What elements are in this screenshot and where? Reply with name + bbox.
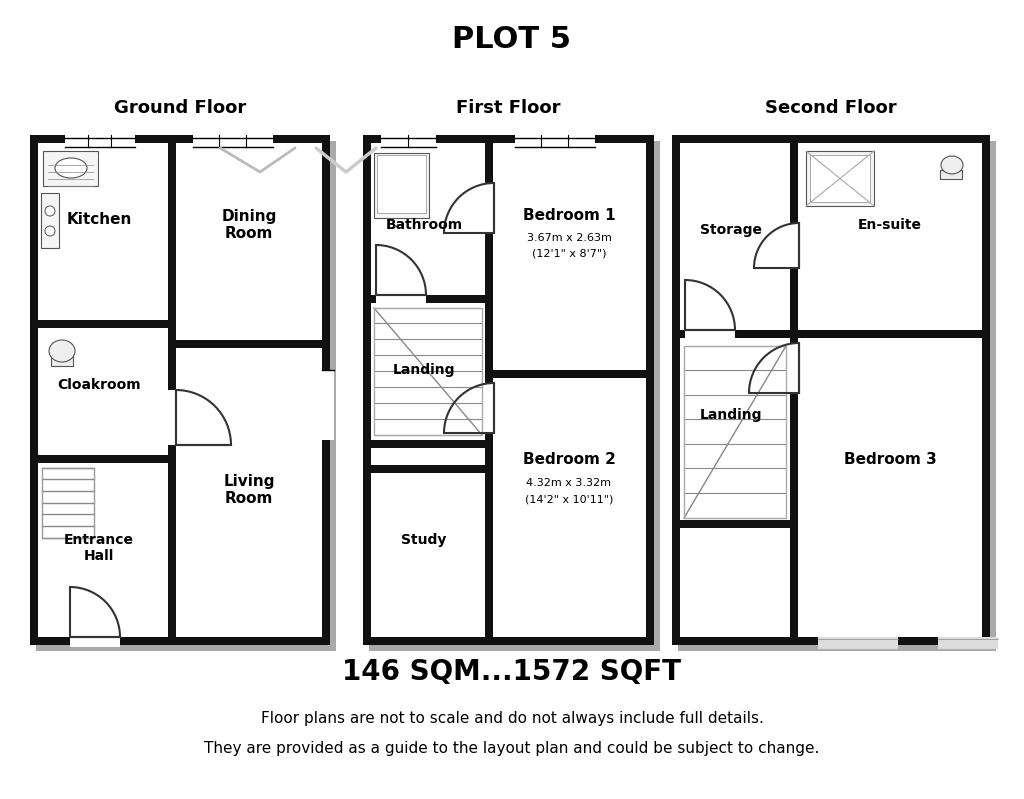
Text: En-suite: En-suite bbox=[858, 218, 922, 232]
Bar bbox=[362, 465, 493, 473]
Bar bbox=[685, 330, 735, 340]
Bar bbox=[43, 151, 98, 186]
Bar bbox=[369, 141, 660, 651]
Text: (14'2" x 10'11"): (14'2" x 10'11") bbox=[525, 494, 613, 504]
Bar bbox=[940, 170, 962, 179]
Bar bbox=[672, 637, 990, 645]
Bar bbox=[70, 637, 120, 647]
Ellipse shape bbox=[941, 156, 963, 174]
Bar bbox=[30, 135, 330, 645]
Text: Storage: Storage bbox=[700, 223, 762, 237]
Bar bbox=[168, 135, 176, 645]
Bar bbox=[790, 135, 798, 330]
Bar bbox=[389, 170, 411, 179]
Text: Landing: Landing bbox=[699, 408, 762, 422]
Text: Landing: Landing bbox=[393, 363, 456, 377]
Bar bbox=[485, 135, 493, 645]
Text: Entrance
Hall: Entrance Hall bbox=[63, 533, 134, 563]
Text: 146 SQM...1572 SQFT: 146 SQM...1572 SQFT bbox=[342, 658, 682, 686]
Bar bbox=[672, 330, 990, 338]
Bar bbox=[30, 455, 168, 463]
Bar bbox=[41, 193, 59, 248]
Bar bbox=[485, 383, 495, 433]
Text: Ground Floor: Ground Floor bbox=[114, 99, 246, 117]
Text: Living
Room: Living Room bbox=[223, 474, 274, 507]
Text: Bedroom 3: Bedroom 3 bbox=[844, 452, 936, 467]
Circle shape bbox=[45, 206, 55, 216]
Bar bbox=[790, 343, 800, 393]
Bar bbox=[376, 295, 426, 305]
Bar bbox=[684, 346, 786, 518]
Text: Floor plans are not to scale and do not always include full details.: Floor plans are not to scale and do not … bbox=[260, 710, 764, 725]
Bar bbox=[36, 141, 336, 651]
Bar bbox=[806, 151, 874, 206]
Bar bbox=[30, 637, 330, 645]
Bar bbox=[362, 135, 654, 645]
Text: 4.32m x 3.32m: 4.32m x 3.32m bbox=[526, 478, 611, 488]
Bar bbox=[377, 155, 426, 213]
Bar bbox=[30, 320, 176, 328]
Text: Cloakroom: Cloakroom bbox=[57, 378, 141, 392]
Bar bbox=[65, 135, 135, 147]
Circle shape bbox=[45, 226, 55, 236]
Bar bbox=[374, 153, 429, 218]
Bar bbox=[818, 637, 898, 649]
Text: Bedroom 2: Bedroom 2 bbox=[522, 452, 615, 467]
Bar bbox=[485, 370, 654, 378]
Bar bbox=[362, 135, 654, 143]
Text: Kitchen: Kitchen bbox=[67, 213, 132, 228]
Text: Dining
Room: Dining Room bbox=[221, 209, 276, 241]
Bar bbox=[672, 135, 990, 143]
Bar bbox=[672, 135, 680, 645]
Bar bbox=[51, 356, 73, 366]
Ellipse shape bbox=[55, 158, 87, 178]
Text: They are provided as a guide to the layout plan and could be subject to change.: They are provided as a guide to the layo… bbox=[205, 741, 819, 756]
Bar bbox=[515, 135, 595, 147]
Bar bbox=[790, 330, 798, 645]
Text: Bedroom 1: Bedroom 1 bbox=[522, 208, 615, 222]
Text: PLOT 5: PLOT 5 bbox=[453, 26, 571, 54]
Bar bbox=[168, 390, 178, 445]
Bar bbox=[982, 135, 990, 645]
Bar bbox=[322, 135, 330, 645]
Text: (12'1" x 8'7"): (12'1" x 8'7") bbox=[531, 249, 606, 259]
Bar bbox=[362, 295, 493, 303]
Bar bbox=[485, 183, 495, 233]
Bar bbox=[322, 370, 334, 440]
Bar bbox=[362, 135, 371, 645]
Text: Bathroom: Bathroom bbox=[385, 218, 463, 232]
Bar bbox=[362, 637, 654, 645]
Text: Second Floor: Second Floor bbox=[765, 99, 897, 117]
Bar bbox=[30, 135, 330, 143]
Bar bbox=[30, 135, 38, 645]
Bar bbox=[938, 637, 998, 649]
Bar bbox=[810, 155, 870, 202]
Bar bbox=[374, 308, 482, 435]
Text: 3.67m x 2.63m: 3.67m x 2.63m bbox=[526, 233, 611, 243]
Bar bbox=[672, 520, 790, 528]
Bar bbox=[672, 135, 990, 645]
Bar bbox=[790, 223, 800, 268]
Bar bbox=[193, 135, 273, 147]
Bar bbox=[678, 141, 996, 651]
Bar bbox=[168, 340, 330, 348]
Text: Study: Study bbox=[401, 533, 446, 547]
Text: First Floor: First Floor bbox=[457, 99, 561, 117]
Bar bbox=[646, 135, 654, 645]
Bar bbox=[381, 135, 436, 147]
Ellipse shape bbox=[49, 340, 75, 362]
Bar bbox=[42, 468, 94, 538]
Bar bbox=[362, 440, 485, 448]
Ellipse shape bbox=[388, 155, 412, 175]
